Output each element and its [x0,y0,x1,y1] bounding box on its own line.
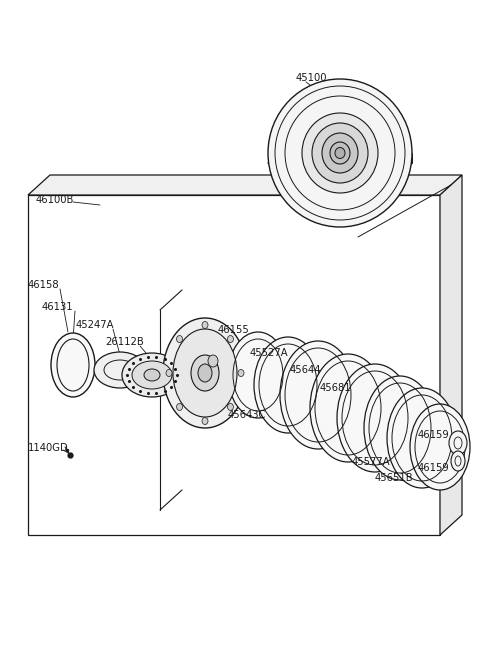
Ellipse shape [302,113,378,193]
Ellipse shape [268,155,412,171]
Ellipse shape [51,333,95,397]
Ellipse shape [254,337,322,433]
Ellipse shape [312,123,368,183]
Ellipse shape [410,404,470,490]
Text: 45527A: 45527A [250,348,288,358]
Ellipse shape [177,403,182,411]
Ellipse shape [228,332,288,418]
Text: 46158: 46158 [28,280,60,290]
Ellipse shape [228,403,233,411]
Ellipse shape [449,431,467,455]
Text: 45100: 45100 [296,73,327,83]
Ellipse shape [228,336,233,342]
Ellipse shape [387,388,457,488]
Text: 46100B: 46100B [36,195,74,205]
Ellipse shape [177,336,182,342]
Ellipse shape [364,376,436,480]
Text: 1140GD: 1140GD [28,443,69,453]
Text: 46159: 46159 [418,463,450,473]
Ellipse shape [144,369,160,381]
Polygon shape [440,175,462,535]
Polygon shape [28,175,462,195]
Ellipse shape [173,329,237,417]
Text: 45681: 45681 [320,383,352,393]
Text: 45644: 45644 [290,365,322,375]
Text: 45247A: 45247A [76,320,115,330]
Ellipse shape [191,355,219,391]
Text: 45643C: 45643C [228,410,266,420]
Ellipse shape [198,364,212,382]
Ellipse shape [94,352,146,388]
Ellipse shape [122,353,182,397]
Ellipse shape [268,79,412,227]
Text: 46159: 46159 [418,430,450,440]
Ellipse shape [202,417,208,424]
Ellipse shape [132,361,172,389]
Ellipse shape [163,318,247,428]
Ellipse shape [451,451,465,471]
Text: 45577A: 45577A [352,457,391,467]
Text: 46155: 46155 [218,325,250,335]
Ellipse shape [202,321,208,329]
Text: 46131: 46131 [42,302,73,312]
Ellipse shape [337,364,413,472]
Ellipse shape [166,369,172,377]
Ellipse shape [322,133,358,173]
Ellipse shape [280,341,356,449]
Ellipse shape [330,142,350,164]
Polygon shape [28,195,440,535]
Ellipse shape [208,355,218,367]
Text: 26112B: 26112B [105,337,144,347]
Ellipse shape [310,354,386,462]
Ellipse shape [238,369,244,377]
Ellipse shape [335,148,345,159]
Text: 45651B: 45651B [375,473,414,483]
